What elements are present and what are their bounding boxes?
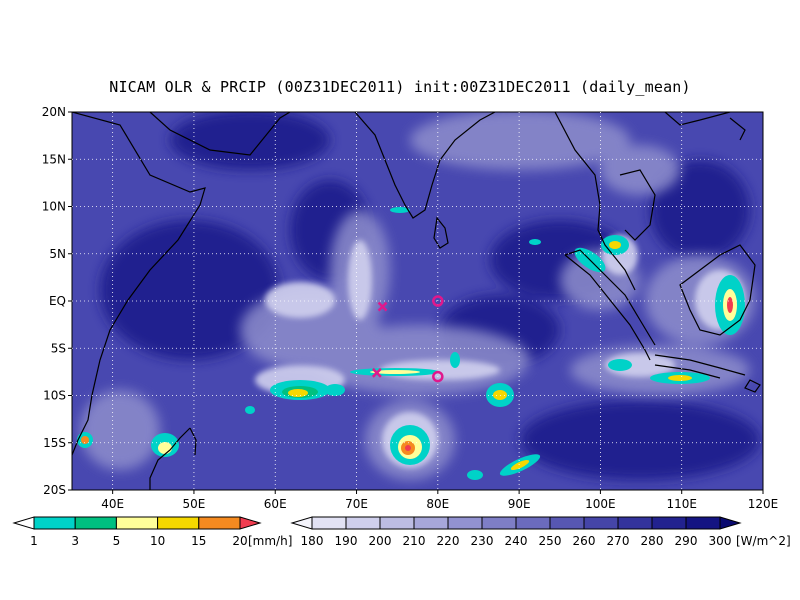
colorbar-arrow-left [290, 516, 313, 530]
lon-tick-label: 100E [585, 497, 616, 511]
lat-tick-label: 10S [43, 389, 66, 403]
lon-tick-label: 90E [508, 497, 531, 511]
colorbar-label: 180 [301, 534, 324, 548]
lon-tick-label: 50E [183, 497, 206, 511]
colorbar-label: 15 [191, 534, 206, 548]
colorbar-label: 270 [607, 534, 630, 548]
colorbar-arrow-right [239, 516, 262, 530]
colorbar-label: 280 [641, 534, 664, 548]
colorbar-unit: [W/m^2] [736, 534, 791, 548]
colorbar-label: 300 [709, 534, 732, 548]
colorbar-label: 210 [403, 534, 426, 548]
colorbar-label: 190 [335, 534, 358, 548]
lon-tick-label: 110E [666, 497, 697, 511]
colorbar-label: 5 [113, 534, 121, 548]
lat-tick-label: 5N [49, 247, 66, 261]
colorbar-box [379, 516, 415, 530]
colorbar-label: 230 [471, 534, 494, 548]
colorbar-box [515, 516, 551, 530]
colorbar-label: 240 [505, 534, 528, 548]
colorbar-label: 20 [232, 534, 247, 548]
colorbar-label: 200 [369, 534, 392, 548]
colorbar-box [311, 516, 347, 530]
map-title: NICAM OLR & PRCIP (00Z31DEC2011) init:00… [109, 78, 691, 96]
lon-tick-label: 70E [345, 497, 368, 511]
colorbar-label: 250 [539, 534, 562, 548]
colorbar-box [549, 516, 585, 530]
colorbar-box [651, 516, 687, 530]
axis-ticks: 40E 50E 60E 70E 80E 90E 100E 110E 120E 20N 15N 10N 5… [42, 105, 779, 511]
coastlines [72, 112, 761, 490]
colorbar-arrow-right [719, 516, 742, 530]
colorbar-box [685, 516, 721, 530]
lat-tick-label: 20S [43, 483, 66, 497]
colorbar-box [345, 516, 381, 530]
storm-markers [371, 295, 444, 383]
colorbar-box [617, 516, 653, 530]
olr-colorbar: 180 190 200 210 220 230 240 250 260 270 280 290 300 [… [290, 516, 791, 548]
colorbar-box [74, 516, 117, 530]
colorbar-label: 290 [675, 534, 698, 548]
lat-tick-label: 15S [43, 436, 66, 450]
grid-lines [72, 112, 763, 490]
lat-tick-label: 5S [51, 341, 66, 355]
colorbar-label: 260 [573, 534, 596, 548]
lat-tick-label: 20N [42, 105, 66, 119]
storm-circle-marker [432, 295, 444, 307]
colorbar-box [33, 516, 76, 530]
colorbar-label: 10 [150, 534, 165, 548]
lon-tick-label: 40E [101, 497, 124, 511]
lon-tick-label: 80E [426, 497, 449, 511]
colorbar-box [481, 516, 517, 530]
colorbar-label: 220 [437, 534, 460, 548]
storm-circle-marker [432, 370, 444, 383]
lon-tick-label: 60E [264, 497, 287, 511]
colorbar-label: 1 [30, 534, 38, 548]
lat-tick-label: 10N [42, 200, 66, 214]
colorbar-box [157, 516, 200, 530]
lat-tick-label: EQ [49, 294, 66, 308]
lon-tick-label: 120E [748, 497, 779, 511]
map-field [72, 112, 763, 490]
colorbar-label: 3 [71, 534, 79, 548]
storm-x-marker [377, 301, 388, 312]
colorbar-box [447, 516, 483, 530]
colorbar-unit: [mm/h] [248, 534, 292, 548]
colorbar-box [413, 516, 449, 530]
colorbar-box [115, 516, 159, 530]
colorbar-arrow-left [12, 516, 35, 530]
colorbar-box [583, 516, 619, 530]
colorbar-box [198, 516, 241, 530]
storm-x-marker [371, 367, 382, 378]
lat-tick-label: 15N [42, 152, 66, 166]
precip-colorbar: 1 3 5 10 15 20 [mm/h] [12, 516, 292, 548]
